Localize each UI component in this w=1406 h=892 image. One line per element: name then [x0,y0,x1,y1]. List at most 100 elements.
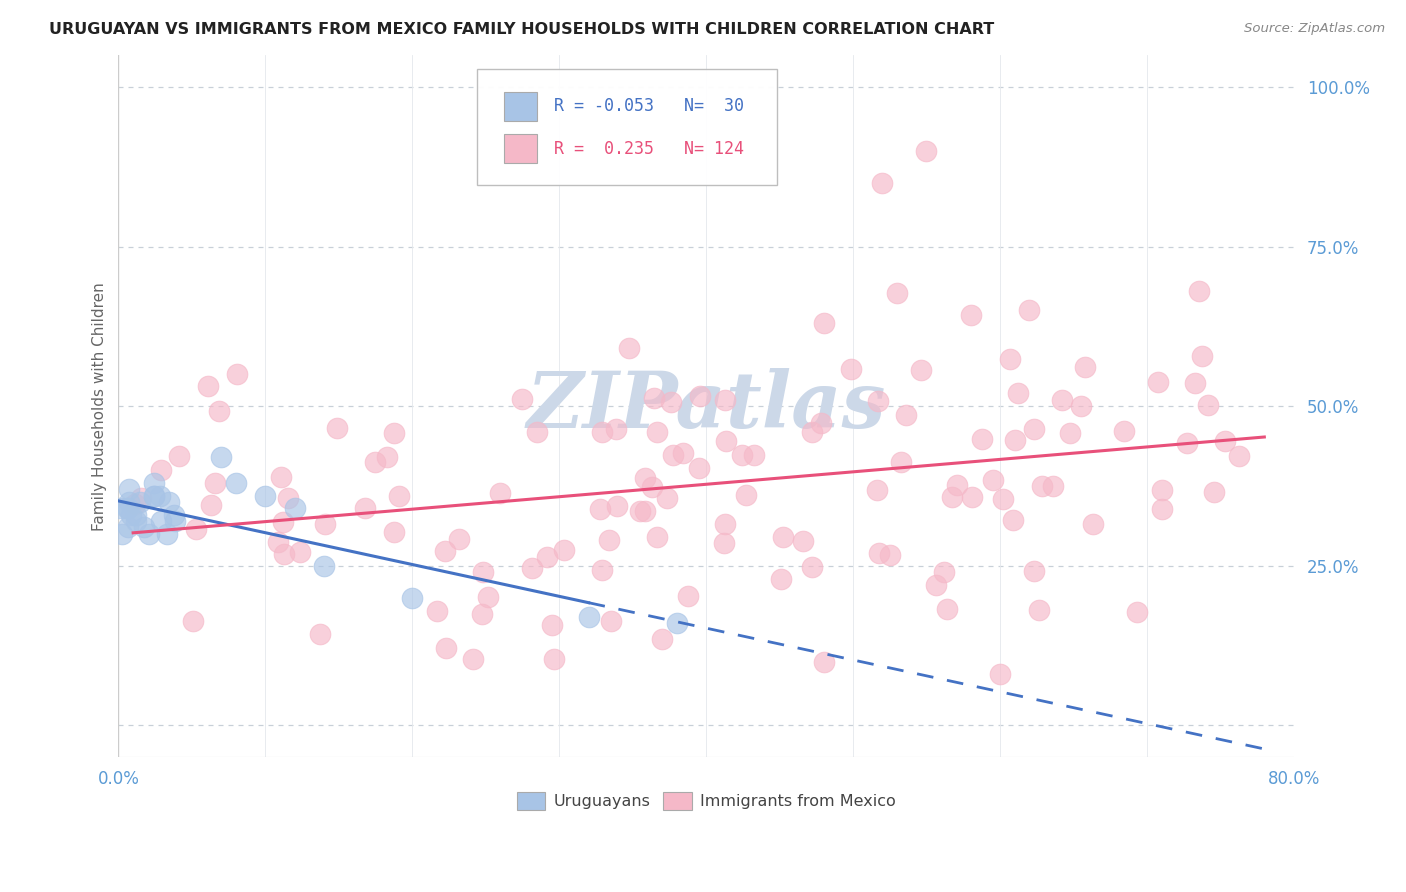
Point [267,535,290,549]
Point [1187,285,1209,299]
Point [254,489,277,503]
Point [382,425,405,440]
Point [941,491,963,505]
Point [226,367,249,381]
Point [734,488,756,502]
Point [1081,516,1104,531]
Point [434,543,457,558]
Point [132,520,155,534]
Point [665,616,688,631]
Point [471,607,494,622]
Point [1022,422,1045,436]
Point [915,144,938,158]
Point [150,514,173,528]
Point [672,446,695,460]
Point [181,614,204,628]
Point [208,404,231,418]
Point [125,514,148,528]
Point [270,470,292,484]
Point [117,520,139,534]
Point [124,508,146,522]
Point [772,530,794,544]
Point [271,515,294,529]
Text: R = -0.053   N=  30: R = -0.053 N= 30 [554,97,744,115]
Point [382,524,405,539]
Point [273,547,295,561]
Point [716,434,738,449]
Point [657,491,679,505]
Point [142,475,165,490]
Point [471,565,494,579]
Point [714,517,737,532]
Point [1042,479,1064,493]
Point [288,545,311,559]
Point [363,455,385,469]
Point [742,448,765,462]
FancyBboxPatch shape [477,70,776,185]
Point [461,652,484,666]
Point [209,450,232,465]
Point [150,463,173,477]
Point [388,490,411,504]
Point [1004,434,1026,448]
Point [934,565,956,579]
Point [1126,605,1149,619]
Point [553,543,575,558]
Point [142,489,165,503]
Point [1024,564,1046,578]
Point [662,448,685,462]
Point [651,632,673,647]
Point [689,389,711,403]
Point [1031,479,1053,493]
Point [314,516,336,531]
Point [401,591,423,605]
Point [111,527,134,541]
Point [1074,359,1097,374]
Text: R =  0.235   N= 124: R = 0.235 N= 124 [554,139,744,158]
Point [970,432,993,446]
Point [1150,483,1173,498]
Point [713,536,735,550]
Point [426,604,449,618]
Point [124,497,146,511]
Point [536,550,558,565]
Text: Source: ZipAtlas.com: Source: ZipAtlas.com [1244,22,1385,36]
Point [643,391,665,405]
Point [118,495,141,509]
Point [1197,398,1219,412]
Point [1007,386,1029,401]
Point [1002,513,1025,527]
Point [129,495,152,509]
Point [543,652,565,666]
Point [522,561,544,575]
Point [129,491,152,505]
Point [489,486,512,500]
Point [617,341,640,355]
Text: URUGUAYAN VS IMMIGRANTS FROM MEXICO FAMILY HOUSEHOLDS WITH CHILDREN CORRELATION : URUGUAYAN VS IMMIGRANTS FROM MEXICO FAMI… [49,22,994,37]
Point [1050,392,1073,407]
Point [886,286,908,301]
Point [1112,424,1135,438]
Legend: Uruguayans, Immigrants from Mexico: Uruguayans, Immigrants from Mexico [510,786,901,816]
FancyBboxPatch shape [503,92,537,121]
Point [935,601,957,615]
Point [983,473,1005,487]
Point [890,455,912,469]
Point [769,572,792,586]
Point [326,420,349,434]
Point [713,392,735,407]
Point [120,508,142,522]
Point [988,667,1011,681]
Point [477,590,499,604]
Point [998,352,1021,367]
Point [962,490,984,504]
Point [645,530,668,544]
Point [165,514,187,528]
Point [157,495,180,509]
Point [1175,436,1198,450]
Point [910,363,932,377]
Text: ZIPatlas: ZIPatlas [526,368,886,444]
Point [813,316,835,330]
Point [872,176,894,190]
Point [434,640,457,655]
